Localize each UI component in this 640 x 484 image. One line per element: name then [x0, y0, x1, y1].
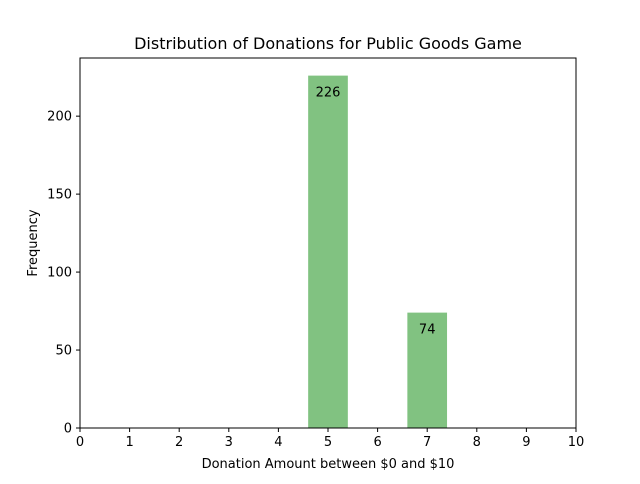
y-axis-label: Frequency [26, 209, 41, 276]
x-axis-label: Donation Amount between $0 and $10 [202, 457, 455, 472]
x-axis: 0 1 2 3 4 5 6 7 8 9 10 [76, 428, 584, 450]
x-tick-label: 6 [373, 435, 381, 450]
y-axis: 0 50 100 150 200 [47, 110, 80, 437]
bar-7 [407, 312, 448, 428]
bar-value-label-5: 226 [316, 86, 341, 101]
y-tick-label: 100 [47, 266, 72, 281]
x-tick-label: 1 [125, 435, 133, 450]
y-tick-label: 0 [64, 422, 72, 437]
x-tick-label: 3 [225, 435, 233, 450]
bar-value-label-7: 74 [419, 323, 436, 338]
chart-title: Distribution of Donations for Public Goo… [134, 34, 522, 53]
x-tick-label: 2 [175, 435, 183, 450]
x-tick-label: 7 [423, 435, 431, 450]
bars-layer [308, 75, 448, 428]
bar-labels-layer: 226 74 [316, 86, 436, 338]
x-tick-label: 0 [76, 435, 84, 450]
x-tick-label: 10 [568, 435, 585, 450]
x-tick-label: 8 [473, 435, 481, 450]
y-tick-label: 50 [55, 344, 72, 359]
x-tick-label: 5 [324, 435, 332, 450]
y-tick-label: 150 [47, 188, 72, 203]
y-tick-label: 200 [47, 110, 72, 125]
x-tick-label: 9 [522, 435, 530, 450]
bar-5 [308, 75, 348, 428]
x-tick-label: 4 [274, 435, 282, 450]
